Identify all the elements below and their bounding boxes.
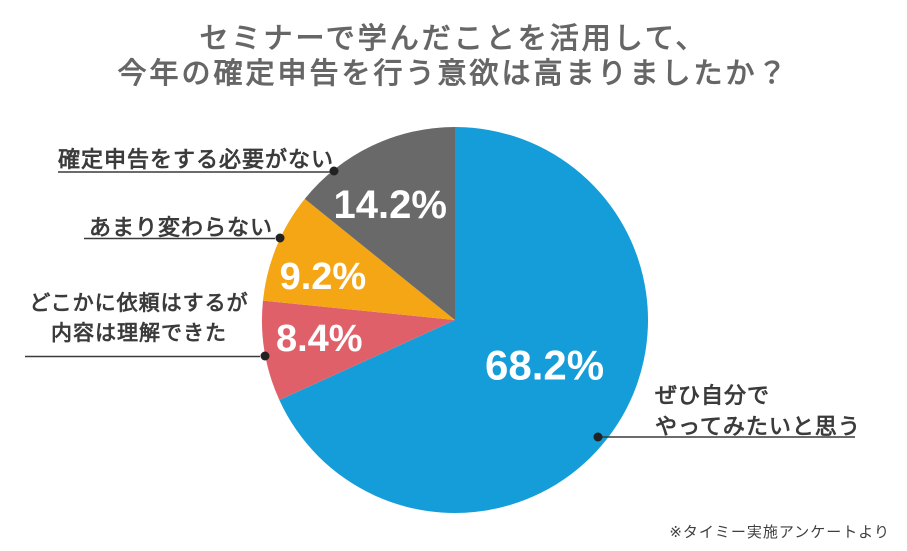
pie-slice-1 xyxy=(279,126,649,513)
pie-slice-percent-1: 68.2% xyxy=(485,342,604,389)
callout-delegate-line1: どこかに依頼はするが xyxy=(29,292,249,315)
pie-slice-4 xyxy=(304,127,455,320)
chart-title: セミナーで学んだことを活用して、 今年の確定申告を行う意欲は高まりましたか？ xyxy=(0,22,907,92)
source-note: ※タイミー実施アンケートより xyxy=(669,524,890,541)
leader-dot-delegate xyxy=(260,351,270,361)
pie-slice-percent-4: 14.2% xyxy=(333,183,446,227)
percent-labels-group: 68.2% 8.4% 9.2% 14.2% xyxy=(276,183,604,389)
chart-title-line2: 今年の確定申告を行う意欲は高まりましたか？ xyxy=(117,58,790,90)
pie-slice-percent-2: 8.4% xyxy=(276,318,363,360)
callout-try-myself-line1: ぜひ自分で xyxy=(655,383,771,408)
leader-dot-need-none xyxy=(329,166,339,176)
leader-dot-no-change xyxy=(275,233,285,243)
leader-lines-group xyxy=(25,166,855,442)
pie-slice-3 xyxy=(262,198,455,320)
pie-slices-group xyxy=(261,126,649,513)
leader-dot-try-myself xyxy=(593,432,603,442)
pie-slice-percent-3: 9.2% xyxy=(280,256,367,298)
callout-delegate: どこかに依頼はするが 内容は理解できた xyxy=(14,289,264,349)
callout-delegate-line2: 内容は理解できた xyxy=(51,322,227,345)
callout-try-myself: ぜひ自分で やってみたいと思う xyxy=(655,380,865,442)
pie-slice-2 xyxy=(261,300,455,400)
callout-no-change: あまり変わらない xyxy=(88,215,273,240)
callout-need-none: 確定申告をする必要がない xyxy=(58,147,335,172)
callout-try-myself-line2: やってみたいと思う xyxy=(655,414,861,439)
chart-title-line1: セミナーで学んだことを活用して、 xyxy=(199,23,708,55)
